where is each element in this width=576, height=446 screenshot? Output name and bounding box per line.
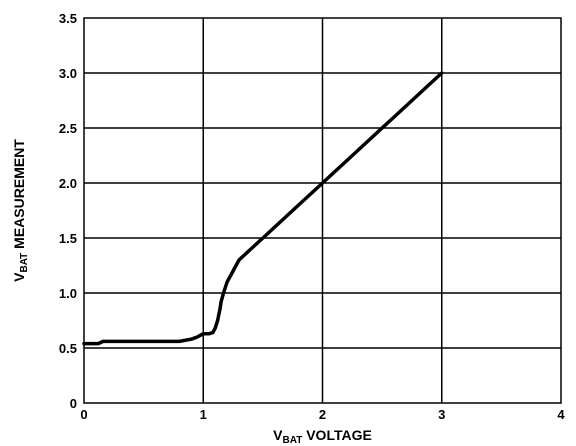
y-axis-title-rest: MEASUREMENT — [11, 139, 27, 253]
x-axis-title-rest: VOLTAGE — [302, 427, 371, 443]
series-group — [82, 71, 444, 346]
grid — [84, 18, 561, 403]
x-tick-label: 2 — [319, 407, 326, 422]
y-tick-label: 1.5 — [59, 231, 77, 246]
x-axis-title: VBAT VOLTAGE — [273, 427, 372, 446]
y-axis-title-main: V — [11, 272, 27, 282]
x-tick-label: 4 — [557, 407, 565, 422]
y-tick-label: 3.5 — [59, 11, 77, 26]
plot-frame — [83, 17, 562, 404]
y-tick-label: 2.0 — [59, 176, 77, 191]
y-axis-ticks: 0 0.5 1.0 1.5 2.0 2.5 3.0 3.5 — [59, 11, 77, 411]
x-tick-label: 3 — [438, 407, 445, 422]
y-tick-label: 2.5 — [59, 121, 77, 136]
series-line — [82, 71, 444, 346]
x-axis-title-main: V — [273, 427, 283, 443]
y-axis-title: VBAT MEASUREMENT — [11, 139, 30, 282]
y-tick-label: 0.5 — [59, 341, 77, 356]
y-tick-label: 1.0 — [59, 286, 77, 301]
y-tick-label: 3.0 — [59, 66, 77, 81]
x-tick-label: 1 — [200, 407, 207, 422]
x-axis-ticks: 0 1 2 3 4 — [80, 407, 565, 422]
x-tick-label: 0 — [80, 407, 87, 422]
y-axis-title-subscript: BAT — [19, 253, 30, 273]
x-axis-title-subscript: BAT — [283, 435, 303, 446]
y-tick-label: 0 — [70, 396, 77, 411]
